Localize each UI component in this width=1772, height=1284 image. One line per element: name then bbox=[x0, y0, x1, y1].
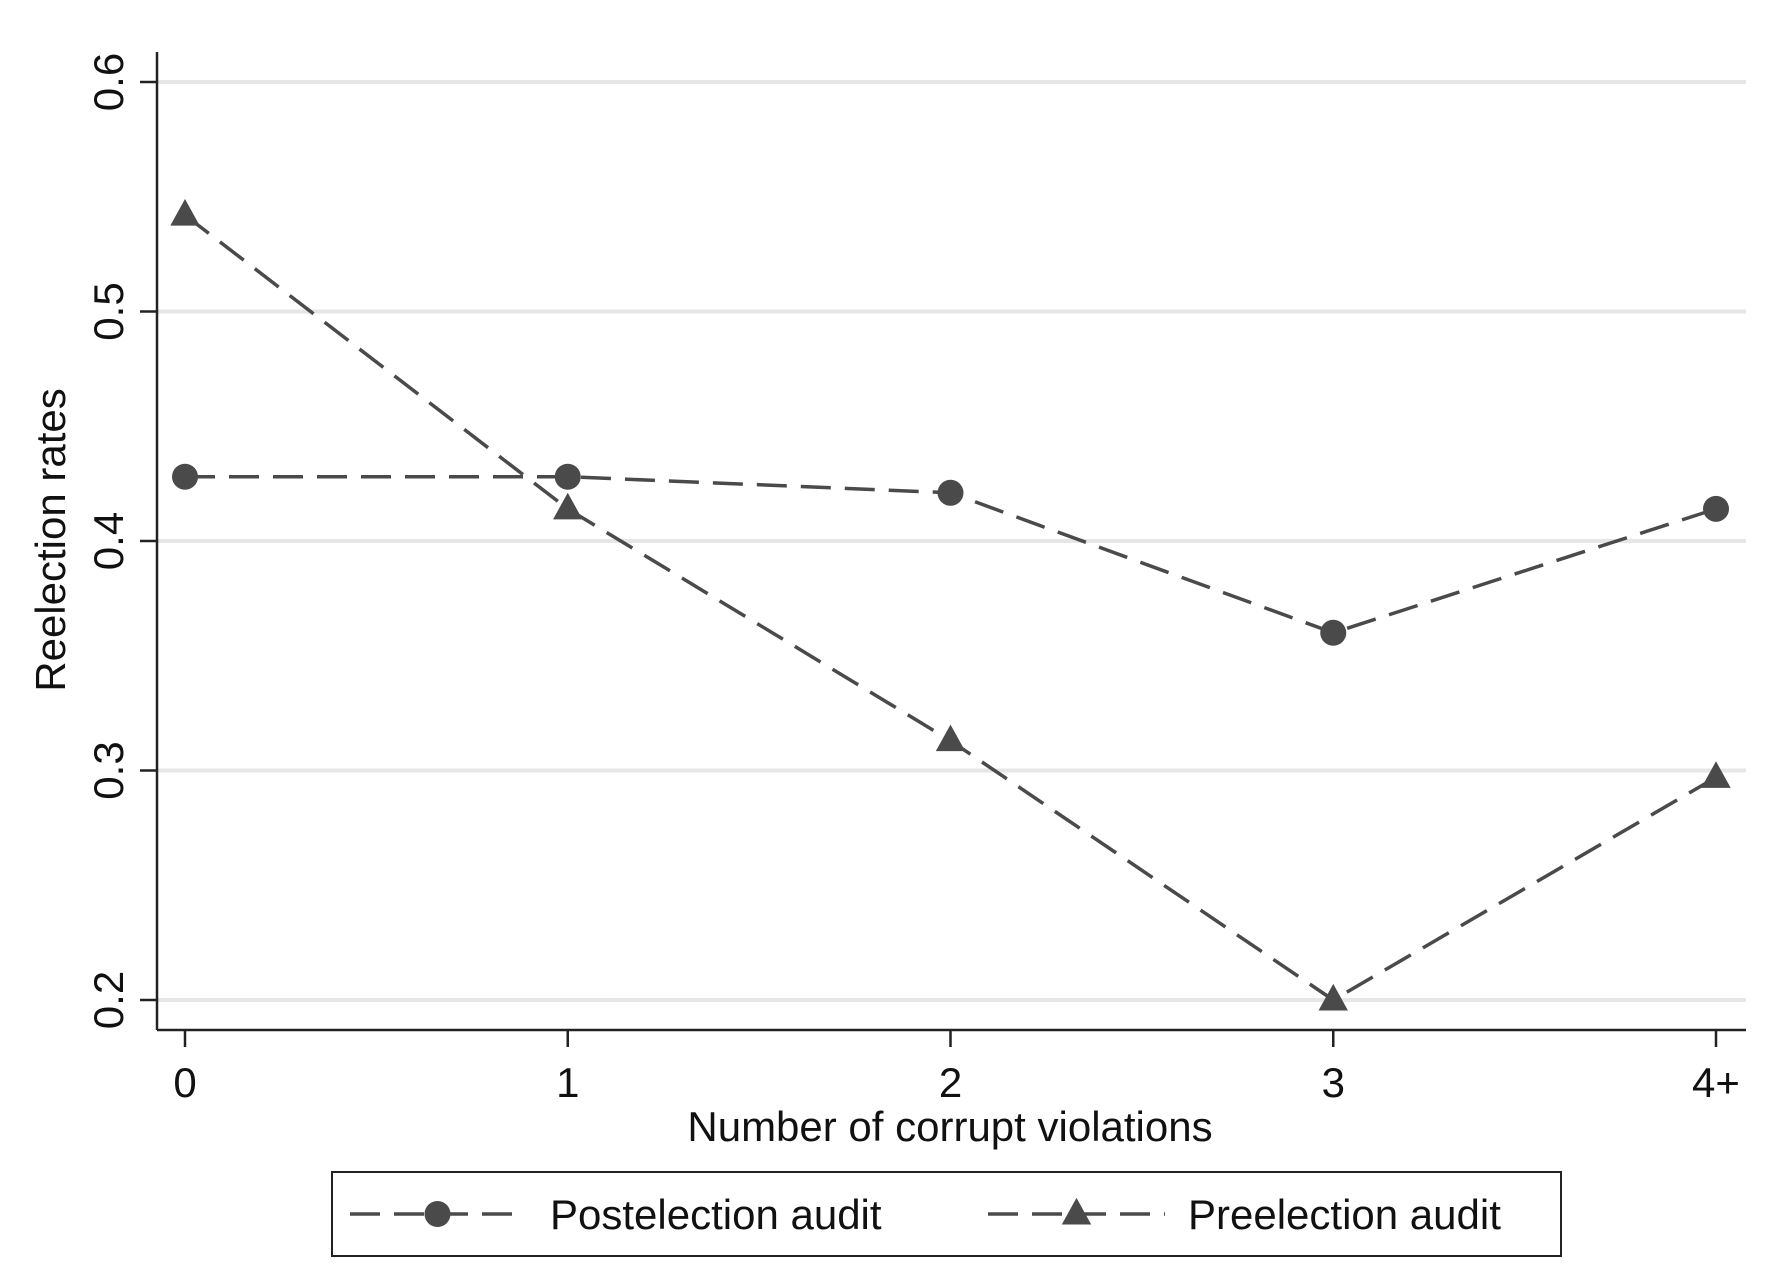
data-point-preelection-audit bbox=[1701, 761, 1731, 788]
data-point-postelection-audit bbox=[1320, 619, 1347, 646]
legend-key-preelection bbox=[988, 1197, 1165, 1225]
x-tick-label: 0 bbox=[173, 1059, 196, 1106]
series-postelection-audit bbox=[172, 463, 1729, 646]
y-tick-label: 0.2 bbox=[85, 971, 132, 1029]
series-line-preelection-audit bbox=[183, 213, 1717, 1003]
data-point-preelection-audit bbox=[170, 199, 200, 226]
y-tick-label: 0.3 bbox=[85, 741, 132, 799]
legend-key-postelection bbox=[350, 1201, 525, 1227]
series-layer bbox=[170, 199, 1731, 1011]
data-point-postelection-audit bbox=[1703, 495, 1729, 522]
data-point-postelection-audit bbox=[172, 463, 198, 490]
legend-box bbox=[331, 1171, 1562, 1257]
data-point-postelection-audit bbox=[554, 463, 581, 490]
legend-label-preelection: Preelection audit bbox=[1188, 1191, 1501, 1238]
data-point-preelection-audit bbox=[1318, 983, 1348, 1011]
grid-lines bbox=[157, 80, 1746, 1002]
data-point-postelection-audit bbox=[937, 479, 964, 506]
x-tick-label: 2 bbox=[939, 1059, 962, 1106]
data-point-preelection-audit bbox=[935, 724, 966, 752]
y-axis-title: Reelection rates bbox=[27, 388, 74, 692]
y-tick-label: 0.5 bbox=[85, 282, 132, 340]
y-tick-label: 0.4 bbox=[85, 512, 132, 570]
y-tick-label: 0.6 bbox=[85, 53, 132, 111]
x-tick-label: 4+ bbox=[1692, 1059, 1740, 1106]
x-tick-label: 3 bbox=[1322, 1059, 1345, 1106]
legend-marker-triangle bbox=[1061, 1197, 1092, 1225]
series-preelection-audit bbox=[170, 199, 1731, 1011]
x-tick-label: 1 bbox=[556, 1059, 579, 1106]
legend-label-postelection: Postelection audit bbox=[550, 1191, 882, 1238]
ticks: 0.2 0.3 0.4 0.5 0.6 0 1 2 3 4+ bbox=[85, 53, 1740, 1106]
legend-marker-circle bbox=[424, 1201, 451, 1227]
x-axis-title: Number of corrupt violations bbox=[687, 1103, 1212, 1150]
data-point-preelection-audit bbox=[553, 492, 583, 520]
legend: Postelection audit Preelection audit bbox=[331, 1171, 1562, 1257]
